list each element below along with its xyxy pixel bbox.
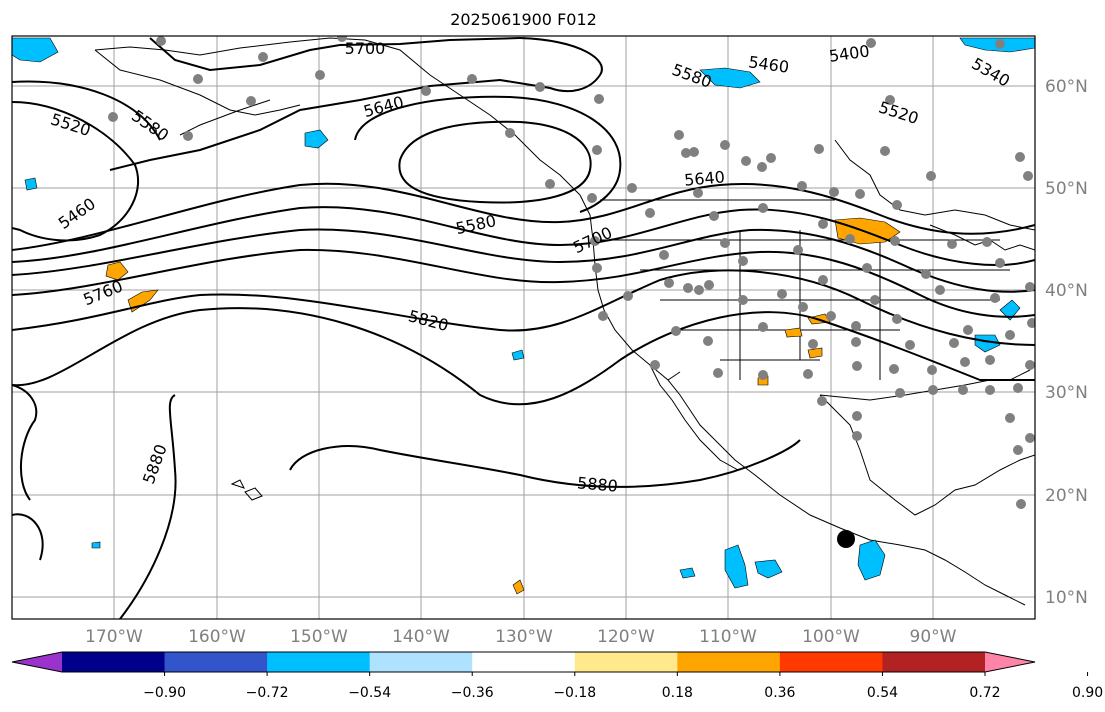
colorbar-tick-label: −0.72 <box>246 685 289 701</box>
lon-label: 160°W <box>188 627 246 647</box>
colorbar-tick-label: 0.72 <box>969 685 1000 701</box>
colorbar-tick-label: −0.36 <box>451 685 494 701</box>
height-contours <box>12 37 1035 619</box>
colorbar-ticks: −0.90 −0.72 −0.54 −0.36 −0.18 0.18 0.36 0.54 0.7… <box>143 672 1103 701</box>
colorbar-extend-low <box>12 652 62 672</box>
colorbar-tick-label: 0.90 <box>1072 685 1103 701</box>
lat-label: 60°N <box>1045 77 1088 97</box>
colorbar-extend-high <box>985 652 1035 672</box>
contour-label: 5700 <box>345 39 386 58</box>
coastlines <box>94 37 1035 606</box>
colorbar-tick-label: −0.18 <box>553 685 596 701</box>
lat-label: 50°N <box>1045 179 1088 199</box>
colorbar-segment <box>574 652 678 672</box>
lon-label: 140°W <box>392 627 450 647</box>
colorbar-tick-label: −0.54 <box>348 685 391 701</box>
highlight-marker <box>837 530 855 548</box>
lat-label: 20°N <box>1045 486 1088 506</box>
lon-label: 120°W <box>597 627 655 647</box>
colorbar-segment <box>779 652 883 672</box>
colorbar-segment <box>472 652 576 672</box>
map-border <box>11 35 1036 620</box>
map-title: 2025061900 F012 <box>450 10 597 29</box>
graticule <box>12 36 1035 619</box>
colorbar-segment <box>267 652 371 672</box>
contour-label: 5880 <box>576 473 618 495</box>
station-markers <box>108 36 1035 509</box>
lon-label: 110°W <box>699 627 757 647</box>
lat-label: 40°N <box>1045 281 1088 301</box>
colorbar <box>11 651 1036 673</box>
colorbar-segment <box>62 652 166 672</box>
lon-label: 170°W <box>85 627 143 647</box>
colorbar-tick-label: 0.54 <box>867 685 898 701</box>
colorbar-tick-label: 0.18 <box>662 685 693 701</box>
colorbar-tick-label: 0.36 <box>764 685 795 701</box>
colorbar-segment <box>882 652 986 672</box>
latitude-labels: 60°N 50°N 40°N 30°N 20°N 10°N <box>1045 77 1088 608</box>
lat-label: 30°N <box>1045 383 1088 403</box>
colorbar-segment <box>677 652 781 672</box>
colorbar-segment <box>164 652 268 672</box>
colorbar-tick-label: −0.90 <box>143 685 186 701</box>
colorbar-segment <box>369 652 473 672</box>
contour-label: 5640 <box>683 167 725 189</box>
lat-label: 10°N <box>1045 588 1088 608</box>
lon-label: 150°W <box>290 627 348 647</box>
lon-label: 100°W <box>802 627 860 647</box>
lon-label: 130°W <box>495 627 553 647</box>
longitude-labels: 170°W 160°W 150°W 140°W 130°W 120°W 110°… <box>85 627 957 647</box>
colorbar-outline <box>11 651 1036 673</box>
lon-label: 90°W <box>910 627 957 647</box>
